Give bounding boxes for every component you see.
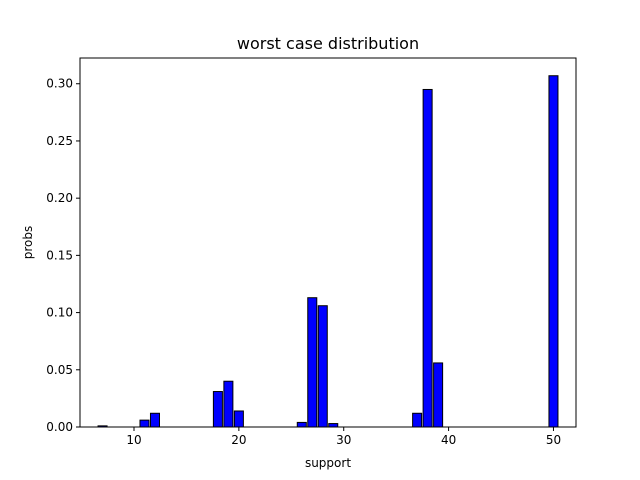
bar-19: [223, 380, 234, 428]
x-axis: 10 20 30 40 50: [126, 427, 561, 447]
bar-28: [317, 305, 328, 428]
bars-group: [97, 75, 559, 428]
x-tick-label: 30: [336, 433, 351, 447]
bar-37: [412, 412, 423, 428]
bar-11: [139, 419, 150, 428]
bar-20: [233, 410, 244, 428]
bar-50: [548, 75, 559, 428]
x-axis-label: support: [305, 456, 351, 470]
x-tick-label: 20: [231, 433, 246, 447]
bar-12: [149, 412, 160, 428]
y-tick-label: 0.10: [46, 306, 73, 320]
chart-title: worst case distribution: [237, 34, 419, 53]
y-axis: 0.00 0.05 0.10 0.15 0.20 0.25 0.30: [46, 77, 80, 434]
bar-29: [328, 423, 339, 428]
y-tick-label: 0.30: [46, 77, 73, 91]
y-tick-label: 0.20: [46, 191, 73, 205]
x-tick-label: 50: [546, 433, 561, 447]
x-tick-label: 10: [126, 433, 141, 447]
y-tick-label: 0.25: [46, 134, 73, 148]
y-axis-label: probs: [21, 226, 35, 260]
bar-26: [296, 421, 307, 428]
bar-27: [307, 297, 318, 428]
y-tick-label: 0.15: [46, 248, 73, 262]
x-tick-label: 40: [441, 433, 456, 447]
bar-39: [433, 362, 444, 428]
y-tick-label: 0.00: [46, 420, 73, 434]
y-tick-label: 0.05: [46, 363, 73, 377]
bar-38: [422, 88, 433, 428]
bar-18: [212, 391, 223, 428]
plot-frame: [79, 57, 577, 428]
